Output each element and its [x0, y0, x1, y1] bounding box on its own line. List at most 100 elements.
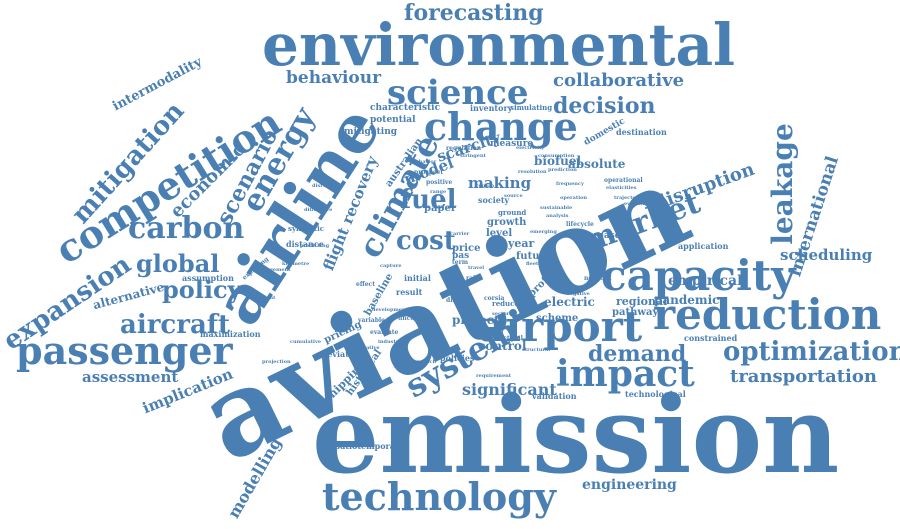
word-equivalent: equivalent	[246, 295, 276, 301]
word-negative: negative	[566, 291, 590, 297]
word-evaluate: evaluate	[370, 329, 399, 336]
word-stringent: stringent	[460, 153, 486, 159]
word-behaviour: behaviour	[286, 68, 382, 88]
word-rail: rail	[466, 275, 478, 282]
word-pas: pas	[452, 251, 470, 261]
word-simulating: simulating	[510, 103, 553, 112]
word-effect: effect	[356, 281, 375, 288]
word-electric: electric	[544, 295, 595, 309]
word-uncertain: uncertain	[398, 315, 431, 322]
word-range: range	[430, 189, 447, 195]
word-initial: initial	[404, 273, 431, 283]
word-disruptive: disruptive	[312, 183, 341, 189]
word-capture: capture	[380, 263, 402, 269]
word-project: project	[452, 313, 500, 327]
word-operational: operational	[604, 177, 643, 184]
word-corsia: corsia	[484, 295, 505, 302]
word-development: development	[372, 307, 408, 313]
word-positive: positive	[426, 179, 453, 186]
word-carrier: carrier	[450, 231, 470, 237]
word-projection: projection	[262, 359, 291, 365]
word-region: region	[476, 183, 495, 189]
word-kilometre: kilometre	[282, 261, 310, 267]
word-growth: growth	[487, 217, 527, 228]
word-emerging: emerging	[530, 229, 557, 235]
word-measure: measure	[490, 139, 534, 149]
word-elasticities: elasticities	[606, 185, 637, 191]
word-difference: difference	[304, 207, 333, 213]
word-global: global	[136, 249, 220, 278]
word-variable: variable	[358, 317, 385, 324]
word-assumption: assumption	[182, 273, 234, 283]
word-passenger: passenger	[16, 328, 233, 373]
word-predicting: predicting	[300, 243, 330, 249]
word-constrained: constrained	[684, 333, 738, 343]
word-evaluation: evaluation	[624, 201, 654, 207]
word-destination: destination	[616, 127, 667, 137]
word-fuel: fuel	[400, 185, 457, 215]
word-network: network	[584, 275, 612, 282]
word-result: result	[396, 287, 423, 297]
word-biofuel: biofuel	[534, 154, 582, 168]
word-regional: regional	[616, 295, 668, 308]
word-paper: paper	[424, 203, 457, 214]
word-level: level	[486, 228, 513, 239]
word-engineering: engineering	[582, 477, 677, 493]
word-industry: industry	[378, 339, 402, 345]
word-absolute: absolute	[568, 157, 626, 171]
word-electricity: electricity	[516, 145, 545, 151]
word-world: world	[580, 249, 596, 255]
word-fleet: fleet	[526, 261, 539, 267]
word-collaborative: collaborative	[553, 70, 685, 91]
word-requirement: requirement	[476, 373, 512, 379]
word-assessment: assessment	[82, 368, 179, 386]
word-trajectories: trajectories	[614, 195, 647, 201]
word-intermodality: intermodality	[110, 54, 205, 115]
word-policies: policies	[440, 353, 475, 363]
word-empirical: empirical	[668, 273, 743, 289]
word-synthetic: synthetic	[288, 224, 325, 233]
word-transportation: transportation	[730, 366, 877, 387]
word-making: making	[468, 174, 532, 192]
word-ground: ground	[498, 208, 527, 217]
word-direct: direct	[446, 297, 466, 304]
word-significant: significant	[462, 380, 557, 399]
word-pathway: pathway	[612, 307, 659, 318]
word-analysis: analysis	[546, 213, 569, 219]
word-environmental: environmental	[262, 11, 736, 79]
word-policy: policy	[162, 275, 242, 304]
word-frequency: frequency	[556, 181, 584, 187]
word-resolution: resolution	[518, 169, 547, 175]
word-scheme: scheme	[536, 313, 579, 324]
word-impact: impact	[556, 353, 695, 395]
word-decision: decision	[553, 93, 656, 119]
word-pandemic: pandemic	[654, 293, 720, 307]
word-technological: technological	[625, 389, 686, 399]
word-distance: distance	[286, 239, 324, 249]
word-control: control	[478, 339, 527, 353]
word-inventory: inventory	[470, 103, 513, 113]
word-maximization: maximization	[200, 329, 261, 339]
word-capacity: capacity	[601, 251, 796, 300]
word-demand: demand	[588, 341, 687, 367]
word-cost: cost	[396, 226, 456, 256]
word-alleviation: alleviation	[316, 349, 364, 359]
word-spatiotemporal: spatiotemporal	[330, 441, 398, 451]
word-carbon: carbon	[128, 211, 245, 246]
word-future: future	[516, 251, 552, 262]
word-travel: travel	[468, 265, 485, 271]
word-aircraft: aircraft	[120, 310, 230, 340]
word-source: source	[504, 193, 523, 199]
word-operation: operation	[560, 195, 588, 201]
word-characteristic: characteristic	[370, 103, 441, 113]
word-reduction: reduction	[653, 290, 882, 339]
word-management: management	[254, 267, 291, 273]
word-price: price	[452, 243, 481, 254]
word-sustainable: sustainable	[540, 205, 573, 211]
word-society: society	[478, 195, 510, 205]
word-application: application	[678, 241, 729, 251]
word-validation: validation	[532, 391, 577, 401]
word-speculative: speculative	[348, 345, 380, 351]
word-optimization: optimization	[723, 337, 900, 367]
